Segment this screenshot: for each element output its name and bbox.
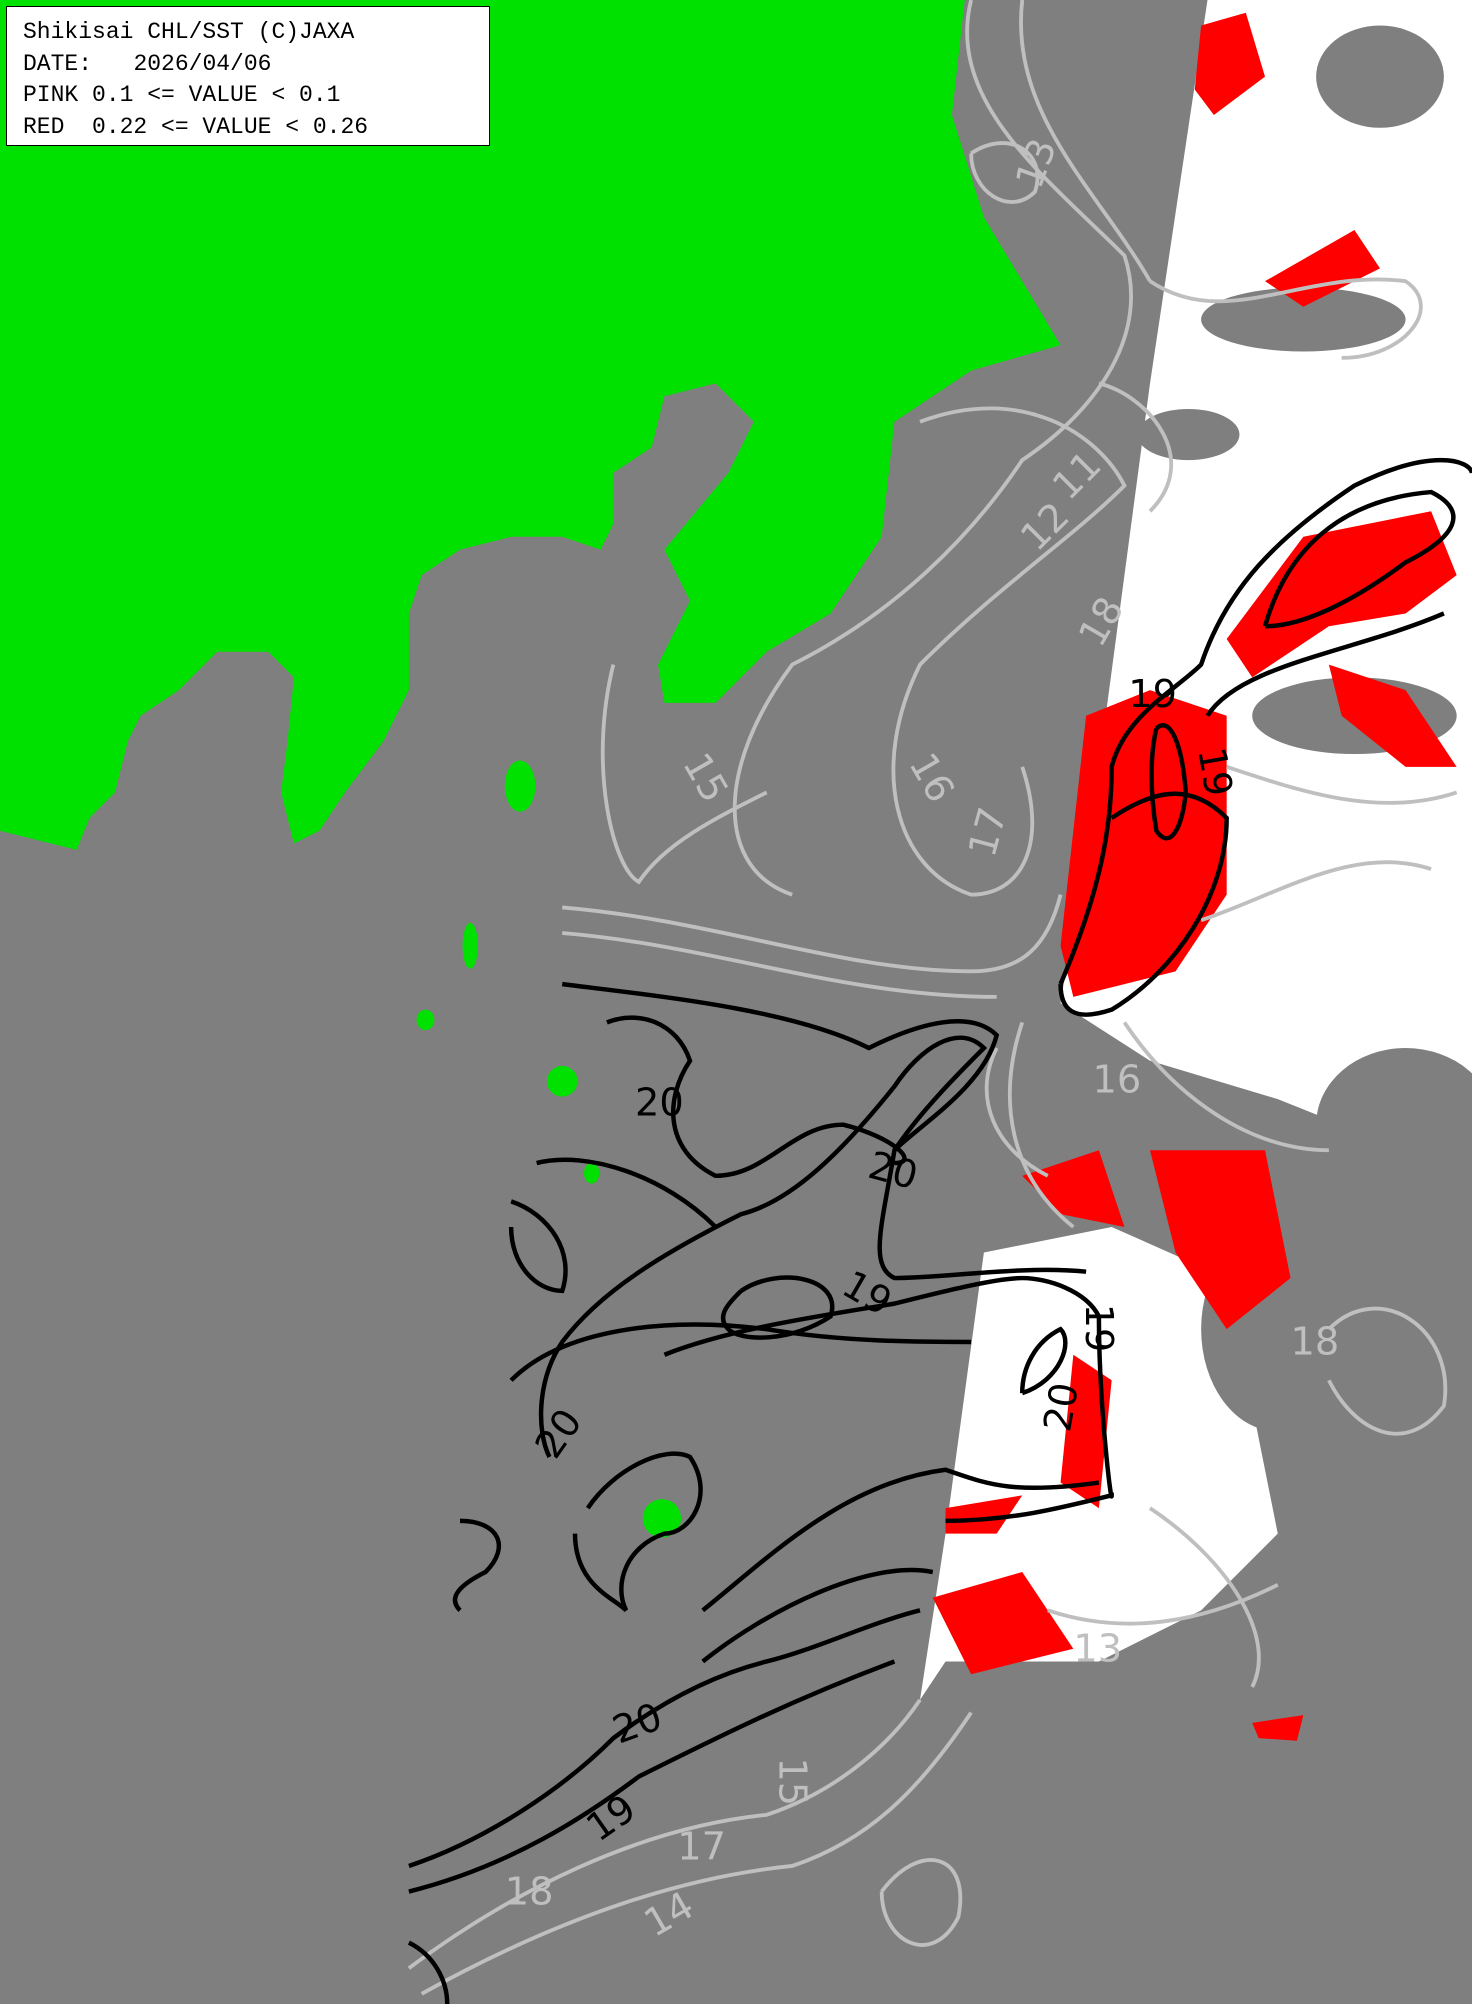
contour-label: 19 — [1128, 672, 1177, 717]
contour-label: 17 — [960, 803, 1016, 862]
legend-title: Shikisai CHL/SST (C)JAXA — [23, 19, 355, 45]
islands — [416, 760, 682, 1538]
contour-label: 19 — [835, 1262, 900, 1325]
contour-label: 19 — [579, 1786, 645, 1851]
contour-label: 20 — [864, 1143, 923, 1199]
contour-label: 14 — [637, 1883, 702, 1946]
contour-label: 13 — [1073, 1626, 1122, 1671]
red-chl-patches — [932, 12, 1457, 1741]
sst-contours-gray — [407, 0, 1458, 1996]
legend-red-range: RED 0.22 <= VALUE < 0.26 — [23, 113, 369, 140]
land-honshu — [0, 0, 1061, 850]
contour-label: 15 — [769, 1757, 814, 1806]
contour-label: 12 — [1012, 494, 1078, 560]
contour-label: 16 — [900, 746, 963, 811]
date-label: DATE: — [23, 50, 93, 77]
contour-label: 19 — [1076, 1304, 1121, 1353]
map-legend: Shikisai CHL/SST (C)JAXA DATE: 2026/04/0… — [6, 6, 490, 146]
contour-label: 19 — [1188, 744, 1241, 800]
contour-label: 18 — [505, 1869, 554, 1914]
contour-label: 20 — [1035, 1379, 1088, 1435]
contour-label: 18 — [1291, 1320, 1340, 1365]
contour-label: 17 — [677, 1825, 726, 1870]
date-value: 2026/04/06 — [133, 50, 272, 77]
contour-label: 20 — [635, 1081, 684, 1126]
contour-label: 16 — [1093, 1058, 1142, 1103]
legend-pink-range: PINK 0.1 <= VALUE < 0.1 — [23, 82, 341, 108]
contour-label: 20 — [607, 1694, 668, 1753]
contour-label: 20 — [527, 1401, 592, 1467]
legend-date: DATE: 2026/04/06 — [23, 49, 489, 81]
contour-label: 15 — [673, 746, 736, 811]
sst-contours-black — [407, 457, 1472, 2004]
